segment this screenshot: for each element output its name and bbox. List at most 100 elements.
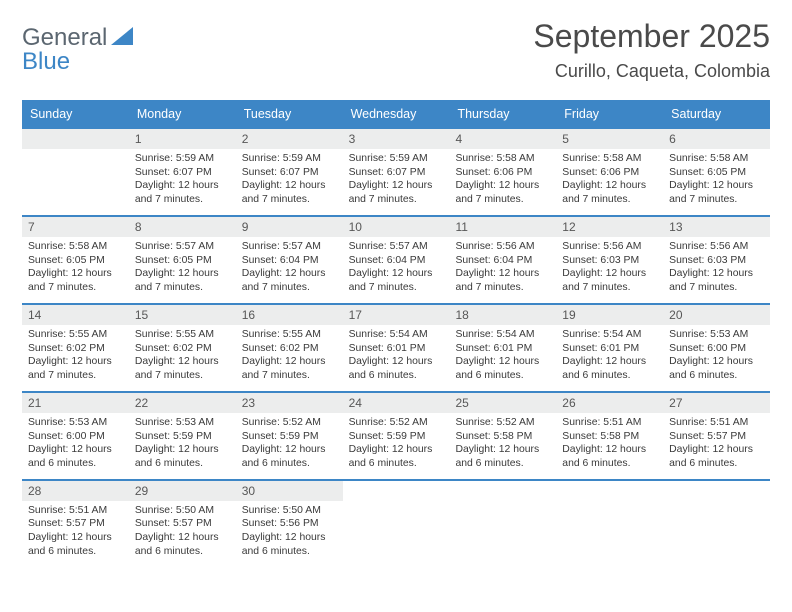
daylight-line2: and 6 minutes. <box>349 369 444 383</box>
daylight-line1: Daylight: 12 hours <box>455 355 550 369</box>
day-number: 4 <box>449 129 556 149</box>
brand-sail-icon <box>111 24 133 51</box>
day-body: Sunrise: 5:53 AMSunset: 5:59 PMDaylight:… <box>129 413 236 479</box>
sunrise-text: Sunrise: 5:58 AM <box>669 152 764 166</box>
day-number: 19 <box>556 305 663 325</box>
daylight-line2: and 7 minutes. <box>28 369 123 383</box>
sunrise-text: Sunrise: 5:52 AM <box>455 416 550 430</box>
sunset-text: Sunset: 6:05 PM <box>28 254 123 268</box>
title-block: September 2025 Curillo, Caqueta, Colombi… <box>533 18 770 82</box>
day-number: 29 <box>129 481 236 501</box>
day-number <box>556 481 663 501</box>
daylight-line1: Daylight: 12 hours <box>562 267 657 281</box>
day-cell: 17Sunrise: 5:54 AMSunset: 6:01 PMDayligh… <box>343 305 450 391</box>
day-cell: 18Sunrise: 5:54 AMSunset: 6:01 PMDayligh… <box>449 305 556 391</box>
sunset-text: Sunset: 6:00 PM <box>28 430 123 444</box>
daylight-line2: and 7 minutes. <box>135 193 230 207</box>
week-row: 7Sunrise: 5:58 AMSunset: 6:05 PMDaylight… <box>22 215 770 303</box>
day-cell: 29Sunrise: 5:50 AMSunset: 5:57 PMDayligh… <box>129 481 236 567</box>
day-number: 2 <box>236 129 343 149</box>
brand-text-general: General <box>22 24 107 51</box>
day-number: 17 <box>343 305 450 325</box>
sunset-text: Sunset: 5:57 PM <box>135 517 230 531</box>
daylight-line1: Daylight: 12 hours <box>669 443 764 457</box>
brand-logo: General Blue <box>22 18 135 74</box>
sunrise-text: Sunrise: 5:59 AM <box>135 152 230 166</box>
day-cell: 8Sunrise: 5:57 AMSunset: 6:05 PMDaylight… <box>129 217 236 303</box>
day-number: 11 <box>449 217 556 237</box>
sunrise-text: Sunrise: 5:53 AM <box>135 416 230 430</box>
day-body: Sunrise: 5:52 AMSunset: 5:59 PMDaylight:… <box>343 413 450 479</box>
day-number: 3 <box>343 129 450 149</box>
sunrise-text: Sunrise: 5:59 AM <box>349 152 444 166</box>
day-cell <box>663 481 770 567</box>
daylight-line1: Daylight: 12 hours <box>28 267 123 281</box>
day-number: 1 <box>129 129 236 149</box>
day-body: Sunrise: 5:56 AMSunset: 6:03 PMDaylight:… <box>663 237 770 303</box>
day-number: 24 <box>343 393 450 413</box>
dow-tuesday: Tuesday <box>236 102 343 127</box>
daylight-line2: and 6 minutes. <box>562 369 657 383</box>
day-number: 9 <box>236 217 343 237</box>
day-number: 27 <box>663 393 770 413</box>
day-cell: 27Sunrise: 5:51 AMSunset: 5:57 PMDayligh… <box>663 393 770 479</box>
day-cell: 28Sunrise: 5:51 AMSunset: 5:57 PMDayligh… <box>22 481 129 567</box>
daylight-line1: Daylight: 12 hours <box>135 267 230 281</box>
sunset-text: Sunset: 5:59 PM <box>242 430 337 444</box>
sunrise-text: Sunrise: 5:59 AM <box>242 152 337 166</box>
sunrise-text: Sunrise: 5:54 AM <box>562 328 657 342</box>
day-cell: 7Sunrise: 5:58 AMSunset: 6:05 PMDaylight… <box>22 217 129 303</box>
sunset-text: Sunset: 5:58 PM <box>562 430 657 444</box>
daylight-line1: Daylight: 12 hours <box>455 267 550 281</box>
sunset-text: Sunset: 6:04 PM <box>242 254 337 268</box>
day-cell: 11Sunrise: 5:56 AMSunset: 6:04 PMDayligh… <box>449 217 556 303</box>
daylight-line1: Daylight: 12 hours <box>349 267 444 281</box>
daylight-line2: and 7 minutes. <box>242 193 337 207</box>
day-body: Sunrise: 5:58 AMSunset: 6:06 PMDaylight:… <box>556 149 663 215</box>
daylight-line2: and 6 minutes. <box>135 457 230 471</box>
day-number <box>343 481 450 501</box>
sunset-text: Sunset: 6:05 PM <box>669 166 764 180</box>
sunset-text: Sunset: 6:05 PM <box>135 254 230 268</box>
sunset-text: Sunset: 6:06 PM <box>455 166 550 180</box>
daylight-line2: and 6 minutes. <box>242 457 337 471</box>
sunset-text: Sunset: 6:04 PM <box>349 254 444 268</box>
daylight-line1: Daylight: 12 hours <box>135 355 230 369</box>
calendar-page: General Blue September 2025 Curillo, Caq… <box>0 0 792 567</box>
sunrise-text: Sunrise: 5:57 AM <box>349 240 444 254</box>
sunrise-text: Sunrise: 5:50 AM <box>135 504 230 518</box>
day-cell: 12Sunrise: 5:56 AMSunset: 6:03 PMDayligh… <box>556 217 663 303</box>
day-body: Sunrise: 5:57 AMSunset: 6:04 PMDaylight:… <box>236 237 343 303</box>
day-body: Sunrise: 5:53 AMSunset: 6:00 PMDaylight:… <box>663 325 770 391</box>
daylight-line2: and 7 minutes. <box>28 281 123 295</box>
day-cell: 4Sunrise: 5:58 AMSunset: 6:06 PMDaylight… <box>449 129 556 215</box>
week-row: 28Sunrise: 5:51 AMSunset: 5:57 PMDayligh… <box>22 479 770 567</box>
daylight-line2: and 6 minutes. <box>242 545 337 559</box>
brand-text: General Blue <box>22 26 135 74</box>
day-body <box>663 501 770 559</box>
day-body: Sunrise: 5:58 AMSunset: 6:05 PMDaylight:… <box>663 149 770 215</box>
daylight-line1: Daylight: 12 hours <box>349 179 444 193</box>
dow-friday: Friday <box>556 102 663 127</box>
day-number: 25 <box>449 393 556 413</box>
week-row: 21Sunrise: 5:53 AMSunset: 6:00 PMDayligh… <box>22 391 770 479</box>
day-cell: 22Sunrise: 5:53 AMSunset: 5:59 PMDayligh… <box>129 393 236 479</box>
sunset-text: Sunset: 5:57 PM <box>669 430 764 444</box>
daylight-line2: and 7 minutes. <box>562 281 657 295</box>
daylight-line2: and 7 minutes. <box>242 281 337 295</box>
daylight-line2: and 7 minutes. <box>349 281 444 295</box>
daylight-line2: and 6 minutes. <box>135 545 230 559</box>
day-body: Sunrise: 5:57 AMSunset: 6:04 PMDaylight:… <box>343 237 450 303</box>
day-cell: 3Sunrise: 5:59 AMSunset: 6:07 PMDaylight… <box>343 129 450 215</box>
day-body: Sunrise: 5:59 AMSunset: 6:07 PMDaylight:… <box>343 149 450 215</box>
daylight-line2: and 7 minutes. <box>242 369 337 383</box>
sunrise-text: Sunrise: 5:55 AM <box>242 328 337 342</box>
daylight-line2: and 6 minutes. <box>669 457 764 471</box>
sunset-text: Sunset: 5:59 PM <box>135 430 230 444</box>
daylight-line1: Daylight: 12 hours <box>28 355 123 369</box>
daylight-line2: and 7 minutes. <box>455 281 550 295</box>
daylight-line1: Daylight: 12 hours <box>28 443 123 457</box>
sunrise-text: Sunrise: 5:56 AM <box>669 240 764 254</box>
page-subtitle: Curillo, Caqueta, Colombia <box>533 61 770 82</box>
daylight-line2: and 7 minutes. <box>669 281 764 295</box>
